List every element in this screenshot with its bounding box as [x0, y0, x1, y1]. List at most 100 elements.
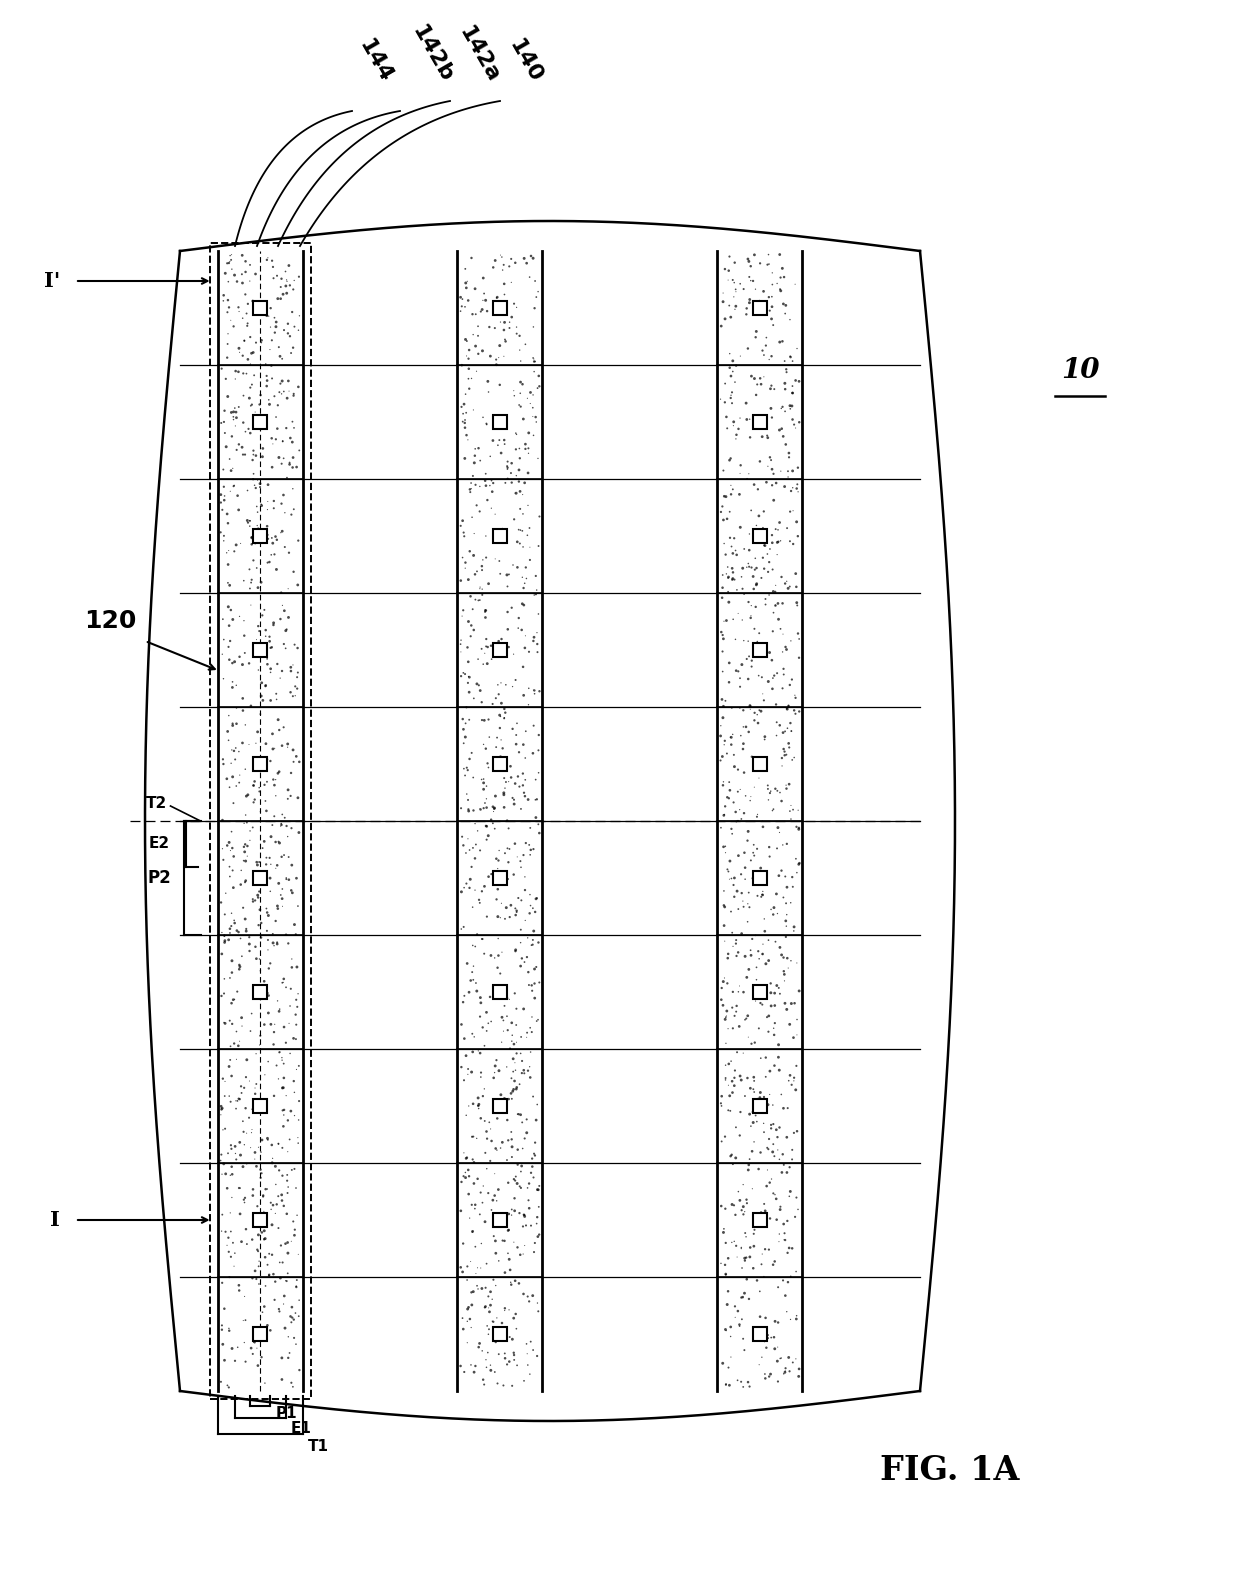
Point — [743, 1177, 763, 1202]
Point — [758, 251, 777, 276]
Point — [460, 1205, 480, 1230]
Point — [270, 371, 290, 396]
Point — [516, 1213, 536, 1238]
Point — [472, 1276, 492, 1301]
Point — [476, 627, 496, 652]
Point — [520, 1288, 539, 1313]
Point — [252, 330, 272, 355]
Point — [252, 408, 272, 434]
Point — [738, 891, 758, 916]
Point — [255, 1274, 275, 1299]
Point — [779, 440, 799, 465]
Point — [765, 580, 785, 605]
Point — [768, 542, 787, 567]
Point — [451, 916, 471, 941]
Point — [784, 698, 804, 723]
Text: 144: 144 — [355, 36, 396, 86]
Point — [505, 831, 525, 856]
Point — [517, 1331, 537, 1356]
Point — [467, 671, 487, 696]
Point — [475, 873, 495, 899]
Point — [268, 707, 288, 732]
Point — [715, 306, 735, 331]
Point — [728, 939, 748, 965]
Point — [463, 1219, 482, 1244]
Point — [734, 731, 754, 756]
Point — [739, 522, 759, 547]
Point — [246, 1258, 265, 1284]
Point — [465, 878, 485, 903]
Point — [273, 1251, 293, 1276]
Point — [253, 603, 273, 628]
Point — [218, 727, 238, 753]
Point — [734, 980, 754, 1005]
Point — [742, 592, 761, 617]
Point — [753, 745, 773, 770]
Point — [769, 1057, 789, 1082]
Point — [760, 536, 780, 561]
Point — [743, 1255, 763, 1280]
Point — [725, 537, 745, 562]
Point — [753, 814, 773, 839]
Point — [775, 302, 795, 327]
Point — [507, 899, 527, 924]
Point — [512, 1153, 532, 1178]
Point — [464, 544, 484, 569]
Point — [222, 960, 242, 985]
Point — [498, 1128, 518, 1153]
Point — [722, 696, 742, 721]
Point — [503, 862, 523, 888]
Point — [750, 990, 770, 1015]
Point — [471, 1232, 491, 1257]
Point — [255, 1370, 275, 1395]
Point — [511, 888, 531, 913]
Point — [221, 247, 241, 272]
Point — [479, 1284, 498, 1309]
Point — [218, 927, 238, 952]
Point — [274, 599, 294, 624]
Point — [785, 701, 805, 726]
Point — [455, 294, 475, 319]
Point — [507, 1137, 527, 1163]
Point — [744, 577, 764, 602]
Point — [226, 366, 246, 391]
Point — [513, 1202, 533, 1227]
Point — [234, 624, 254, 649]
Point — [262, 426, 281, 451]
Point — [714, 878, 734, 903]
Point — [740, 1147, 760, 1172]
Point — [770, 276, 790, 302]
Point — [217, 346, 237, 371]
Point — [453, 507, 472, 533]
Point — [239, 556, 259, 581]
Point — [272, 580, 291, 605]
Bar — [210, 244, 310, 1400]
Point — [228, 919, 248, 944]
Point — [764, 796, 784, 822]
Point — [771, 789, 791, 814]
Point — [510, 740, 529, 765]
Point — [754, 1265, 774, 1290]
Point — [264, 613, 284, 638]
Point — [723, 540, 743, 566]
Point — [286, 1332, 306, 1357]
Point — [254, 773, 274, 798]
Point — [713, 834, 733, 859]
Point — [513, 1214, 533, 1240]
Point — [258, 980, 278, 1005]
Point — [738, 1158, 758, 1183]
Point — [759, 1136, 779, 1161]
Point — [523, 919, 543, 944]
Point — [713, 969, 733, 994]
Point — [490, 961, 510, 987]
Point — [284, 1068, 304, 1093]
Point — [746, 1109, 766, 1134]
Point — [284, 276, 304, 302]
Point — [777, 946, 797, 971]
Point — [527, 787, 547, 812]
Point — [480, 985, 500, 1010]
Point — [215, 1296, 234, 1321]
Point — [455, 415, 475, 440]
Point — [745, 325, 765, 350]
Point — [454, 1359, 474, 1384]
